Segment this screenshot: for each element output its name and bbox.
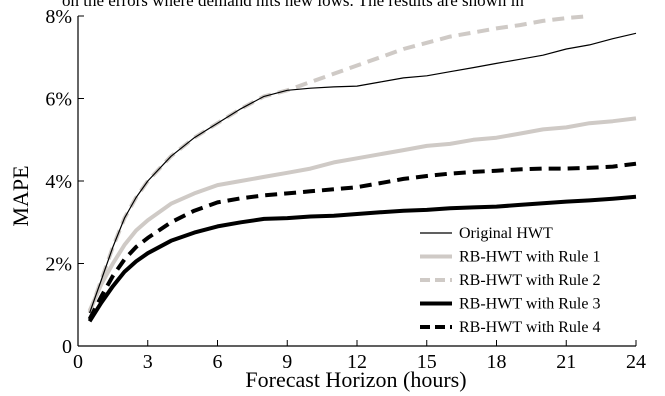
series-layer	[87, 14, 637, 323]
x-tick-label: 3	[143, 351, 153, 373]
series-line-5	[87, 161, 637, 321]
legend-label-3: RB-HWT with Rule 2	[459, 272, 600, 289]
legend: Original HWT RB-HWT with Rule 1 RB-HWT wit…	[420, 225, 600, 336]
x-tick-label: 6	[213, 351, 223, 373]
x-tick-label: 12	[347, 351, 367, 373]
x-tick-label: 0	[73, 351, 83, 373]
cropped-caption-text: on the errors where demand hits new lows…	[62, 0, 524, 10]
x-tick-label: 18	[487, 351, 507, 373]
legend-label-1: Original HWT	[459, 225, 553, 242]
x-tick-label: 9	[282, 351, 292, 373]
legend-label-5: RB-HWT with Rule 4	[459, 319, 600, 336]
series-line-1	[89, 32, 637, 314]
y-tick-label: 6%	[45, 89, 72, 111]
series-line-4	[87, 194, 637, 323]
series-line-2	[87, 116, 637, 312]
y-tick-label: 2%	[45, 254, 72, 276]
y-tick-label: 4%	[45, 171, 72, 193]
y-tick-label: 8%	[45, 6, 72, 28]
y-axis-label: MAPE	[8, 165, 33, 226]
y-tick-label: 0	[62, 336, 72, 358]
legend-label-4: RB-HWT with Rule 3	[459, 296, 600, 313]
x-tick-label: 24	[626, 351, 646, 373]
x-axis-label: Forecast Horizon (hours)	[245, 367, 466, 392]
axes: 0 3 6 9 12 15 18 21 24 0 2% 4% 6% 8%	[45, 6, 646, 373]
x-tick-label: 15	[417, 351, 437, 373]
legend-label-2: RB-HWT with Rule 1	[459, 249, 600, 266]
x-tick-label: 21	[556, 351, 576, 373]
